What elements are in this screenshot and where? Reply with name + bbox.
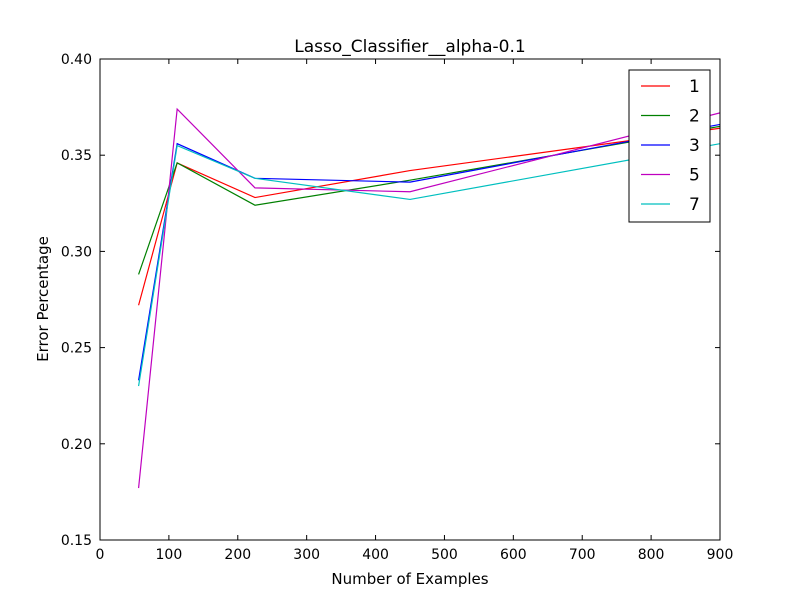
series-line-5 bbox=[137, 107, 720, 489]
x-tick-label: 800 bbox=[638, 547, 665, 563]
legend-label-2: 2 bbox=[689, 107, 700, 127]
series-line-1 bbox=[138, 127, 720, 306]
series-line-7 bbox=[137, 143, 720, 387]
plot-background bbox=[100, 59, 720, 540]
y-axis-label: Error Percentage bbox=[34, 236, 52, 362]
legend-label-5: 5 bbox=[689, 166, 700, 186]
legend-box bbox=[628, 69, 711, 223]
legend: 1 2 3 5 7 bbox=[628, 69, 711, 223]
legend-label-1: 1 bbox=[689, 77, 700, 97]
y-tick-label: 0.20 bbox=[61, 437, 92, 453]
x-tick-label: 900 bbox=[707, 547, 734, 563]
x-tick-label: 500 bbox=[431, 547, 458, 563]
plot-area: 0 100 200 300 400 500 600 700 800 900 0.15 0.20 0.25… bbox=[61, 52, 734, 563]
y-tick-label: 0.15 bbox=[61, 533, 92, 549]
y-tick-label: 0.30 bbox=[61, 244, 92, 260]
plot-frame bbox=[99, 58, 721, 541]
y-tick-label: 0.35 bbox=[61, 148, 92, 164]
x-tick-label: 100 bbox=[156, 547, 183, 563]
x-tick-label: 600 bbox=[500, 547, 527, 563]
x-tick-label: 0 bbox=[96, 547, 105, 563]
legend-label-7: 7 bbox=[689, 195, 700, 215]
legend-label-3: 3 bbox=[689, 136, 700, 156]
x-axis-label: Number of Examples bbox=[331, 570, 488, 588]
x-tick-label: 200 bbox=[224, 547, 251, 563]
x-tick-label: 400 bbox=[362, 547, 389, 563]
x-tick-label: 700 bbox=[569, 547, 596, 563]
y-tick-label: 0.25 bbox=[61, 341, 92, 357]
y-tick-label: 0.40 bbox=[61, 52, 92, 68]
series-line-2 bbox=[138, 125, 720, 275]
chart-title: Lasso_Classifier__alpha-0.1 bbox=[294, 37, 525, 57]
x-tick-label: 300 bbox=[293, 547, 320, 563]
